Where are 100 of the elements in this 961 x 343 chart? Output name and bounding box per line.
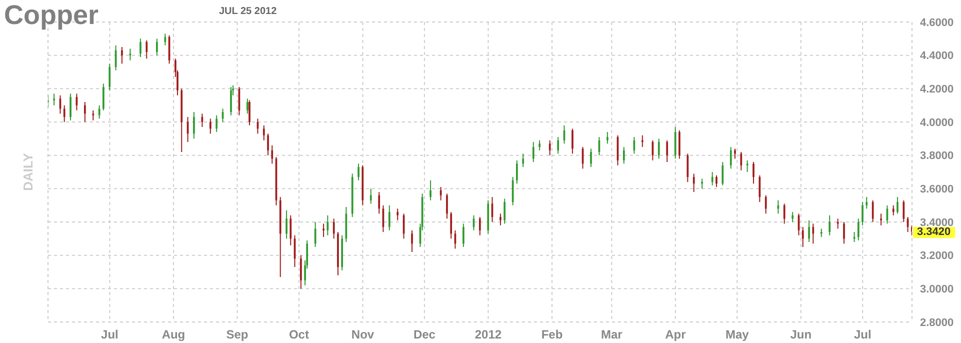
candlestick bbox=[722, 162, 724, 186]
candlestick bbox=[63, 104, 66, 122]
candlestick bbox=[290, 214, 292, 246]
candlestick bbox=[462, 223, 464, 248]
candlestick bbox=[388, 204, 390, 231]
x-tick-label: Oct bbox=[288, 328, 309, 342]
candlestick bbox=[300, 254, 302, 290]
candlestick bbox=[446, 193, 448, 220]
candlestick bbox=[532, 142, 534, 162]
candlestick bbox=[730, 146, 732, 170]
candlestick bbox=[666, 140, 668, 162]
candlestick bbox=[892, 204, 894, 216]
candlestick bbox=[752, 162, 754, 184]
x-tick-label: May bbox=[725, 328, 750, 342]
candlestick bbox=[164, 33, 166, 46]
candlestick bbox=[450, 212, 452, 240]
candlestick bbox=[322, 223, 324, 238]
candlestick bbox=[758, 174, 761, 202]
candlestick bbox=[140, 38, 142, 58]
chart-subtitle: JUL 25 2012 bbox=[219, 6, 277, 17]
candlestick bbox=[500, 213, 502, 226]
candlestick bbox=[516, 160, 518, 184]
candlestick bbox=[430, 180, 432, 201]
candlestick bbox=[84, 102, 86, 122]
candlestick bbox=[286, 210, 288, 240]
candlestick bbox=[378, 192, 380, 214]
candlestick bbox=[590, 148, 592, 168]
x-tick-label: Sep bbox=[226, 328, 248, 342]
y-tick-label: 2.8000 bbox=[920, 316, 954, 329]
candlestick bbox=[146, 40, 148, 60]
candlestick bbox=[332, 218, 335, 240]
x-tick-label: Jun bbox=[790, 328, 812, 342]
annotation: 3.3420 bbox=[913, 226, 955, 238]
x-tick-label: Aug bbox=[162, 328, 186, 342]
candlestick bbox=[411, 230, 413, 252]
x-tick-label: Mar bbox=[600, 328, 623, 342]
candlestick bbox=[783, 203, 786, 224]
candlestick bbox=[606, 132, 608, 144]
candlestick bbox=[216, 114, 218, 132]
candlestick bbox=[692, 173, 695, 192]
candlestick bbox=[70, 93, 72, 121]
candlestick bbox=[674, 126, 676, 160]
x-tick-label: Jul bbox=[101, 328, 118, 342]
candlestick bbox=[230, 86, 232, 116]
candlestick bbox=[802, 226, 804, 248]
candlestick bbox=[896, 196, 898, 214]
candlestick bbox=[193, 112, 195, 140]
x-tick-label: Apr bbox=[665, 328, 686, 342]
candlestick bbox=[478, 216, 481, 236]
y-tick-label: 3.2000 bbox=[920, 250, 954, 262]
candlestick bbox=[504, 198, 506, 224]
candlestick bbox=[658, 138, 660, 160]
candlestick bbox=[548, 140, 551, 156]
candlestick bbox=[862, 202, 864, 226]
candlestick bbox=[678, 130, 680, 160]
y-tick-label: 4.6000 bbox=[920, 16, 954, 29]
y-tick-label: 3.6000 bbox=[920, 184, 954, 196]
candlestick bbox=[686, 153, 689, 182]
candlestick bbox=[102, 83, 104, 111]
candlestick bbox=[121, 46, 123, 64]
candlestick bbox=[262, 124, 265, 141]
candlestick bbox=[740, 152, 742, 171]
candlestick bbox=[209, 118, 212, 134]
candlestick bbox=[792, 212, 794, 222]
candlestick bbox=[734, 148, 736, 160]
candlestick bbox=[92, 110, 94, 121]
x-tick-label: Feb bbox=[541, 328, 563, 342]
candlestick bbox=[622, 146, 625, 164]
y-tick-label: 4.4000 bbox=[920, 50, 954, 62]
candlestick bbox=[98, 104, 100, 120]
candlestick bbox=[538, 140, 540, 151]
candlestick bbox=[53, 93, 55, 106]
y-tick-label: 3.8000 bbox=[920, 150, 954, 162]
candlestick bbox=[880, 213, 882, 226]
candlestick bbox=[836, 218, 839, 230]
candlestick bbox=[326, 214, 329, 236]
y-tick-label: 4.2000 bbox=[920, 84, 954, 96]
candlestick bbox=[902, 200, 905, 222]
candlestick bbox=[828, 214, 831, 236]
candlestick bbox=[271, 144, 274, 164]
candlestick bbox=[557, 136, 559, 154]
candlestick bbox=[572, 128, 574, 154]
candlestick bbox=[746, 160, 748, 172]
candlestick bbox=[764, 194, 767, 214]
candlestick bbox=[129, 48, 132, 61]
candlestick bbox=[396, 208, 399, 221]
candlestick bbox=[248, 100, 250, 126]
candlestick bbox=[156, 38, 158, 56]
candlestick bbox=[522, 153, 524, 168]
y-tick-label: 4.0000 bbox=[920, 116, 954, 129]
y-tick-label: 3.0000 bbox=[920, 284, 954, 296]
candlestick bbox=[641, 134, 644, 148]
x-tick-label: Jul bbox=[854, 328, 872, 342]
candlestick bbox=[701, 178, 703, 190]
candlestick bbox=[843, 222, 845, 244]
candlestick bbox=[711, 172, 714, 186]
candlestick bbox=[358, 163, 360, 181]
candlestick bbox=[716, 174, 718, 188]
x-tick-label: Dec bbox=[413, 328, 436, 342]
candlestick bbox=[314, 222, 316, 248]
